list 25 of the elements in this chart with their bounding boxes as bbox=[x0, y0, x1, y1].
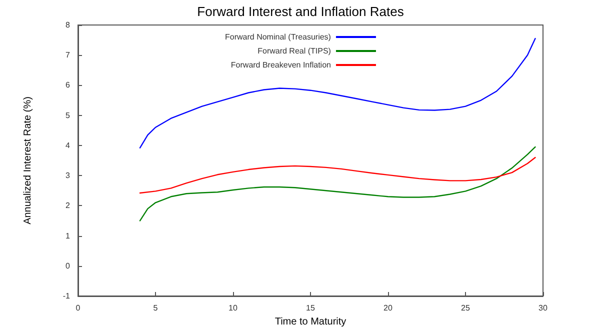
chart-title: Forward Interest and Inflation Rates bbox=[197, 4, 404, 19]
x-tick-label: 15 bbox=[306, 304, 316, 312]
x-tick-label: 30 bbox=[538, 304, 548, 312]
y-tick-label: 4 bbox=[66, 140, 71, 150]
y-tick-label: 7 bbox=[66, 50, 71, 60]
legend-label: Forward Nominal (Treasuries) bbox=[225, 32, 332, 42]
y-tick-label: 3 bbox=[66, 171, 71, 180]
y-tick-label: -1 bbox=[62, 292, 71, 300]
x-tick-label: 0 bbox=[76, 304, 81, 312]
y-tick-label: 5 bbox=[66, 110, 71, 120]
legend-label: Forward Breakeven Inflation bbox=[230, 60, 331, 70]
y-tick-label: 0 bbox=[66, 261, 71, 270]
x-tick-label: 20 bbox=[384, 304, 393, 312]
y-tick-label: 1 bbox=[66, 231, 71, 240]
y-tick-label: 6 bbox=[66, 80, 71, 90]
x-tick-label: 25 bbox=[461, 304, 470, 312]
y-axis-title: Annualized Interest Rate (%) bbox=[22, 96, 34, 224]
x-tick-label: 5 bbox=[153, 304, 158, 312]
x-axis-title: Time to Maturity bbox=[274, 316, 346, 328]
line-series bbox=[139, 156, 536, 194]
line-series bbox=[139, 146, 536, 222]
y-tick-label: 2 bbox=[66, 201, 71, 210]
legend-label: Forward Real (TIPS) bbox=[258, 46, 332, 56]
x-tick-label: 10 bbox=[228, 304, 238, 312]
y-tick-label: 8 bbox=[66, 20, 71, 30]
